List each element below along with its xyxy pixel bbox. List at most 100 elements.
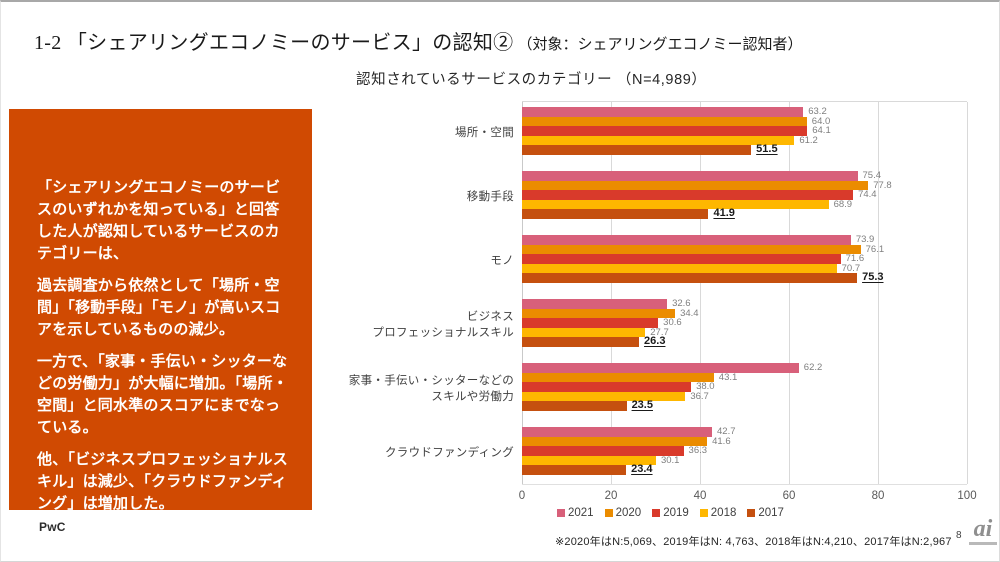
plot-area: 63.2 64.0 64.1 61.2 51.5 75.4 77.8 74.4 68.9 41.9… <box>522 101 968 485</box>
legend-label: 2017 <box>758 507 784 519</box>
category-label-line: 家事・手伝い・シッターなどの <box>348 375 514 387</box>
legend-label: 2018 <box>710 507 737 519</box>
chart-title: 認知されているサービスのカテゴリー （N=4,989） <box>356 72 707 88</box>
bar-value-label: 63.2 <box>808 106 827 117</box>
bar-value-label: 34.4 <box>680 307 699 319</box>
bar-2020 <box>522 116 807 126</box>
bar-value-label: 70.7 <box>841 262 861 274</box>
slide-title-target: （対象：シェアリングエコノミー認知者） <box>517 37 803 53</box>
axis-line <box>522 102 523 484</box>
x-tick-label: 20 <box>604 490 618 502</box>
bar-value-label: 74.4 <box>858 189 877 200</box>
category-label-line: 場所・空間 <box>455 127 514 139</box>
legend-label: 2021 <box>568 507 594 519</box>
bar-2017 <box>522 337 640 347</box>
category-axis: 場所・空間 移動手段 モノ ビジネス プロフェッショナルスキル 家事・手伝い・シッターなど… <box>331 101 514 485</box>
category-label: モノ <box>331 229 514 293</box>
ai-watermark-text: ai <box>973 516 993 542</box>
bar-2019 <box>522 126 808 136</box>
bar-2018 <box>522 263 837 273</box>
category-label: クラウドファンディング <box>331 421 514 485</box>
bar-group: 73.9 76.1 71.6 70.7 75.3 <box>522 230 967 294</box>
bar-2019 <box>522 318 659 328</box>
bar-value-label: 36.3 <box>688 445 708 456</box>
bar-value-label: 41.9 <box>713 207 735 219</box>
bar-2021 <box>522 107 804 117</box>
bar-value-label: 30.6 <box>663 317 682 328</box>
category-label-line: スキルや労働力 <box>431 391 514 403</box>
bar-2020 <box>522 180 869 190</box>
gridline <box>700 102 701 484</box>
bar-2017 <box>522 465 627 475</box>
bar-value-label: 64.1 <box>812 125 831 136</box>
bar-value-label: 51.5 <box>756 143 778 155</box>
page-number: 8 <box>956 530 962 541</box>
bar-2021 <box>522 235 851 245</box>
bar-value-label: 68.9 <box>833 198 853 210</box>
bar-2018 <box>522 391 686 401</box>
legend-swatch-icon <box>604 509 613 517</box>
legend-label: 2020 <box>615 507 642 519</box>
bar-value-label: 23.4 <box>631 463 653 475</box>
bar-group: 63.2 64.0 64.1 61.2 51.5 <box>522 102 967 166</box>
bar-value-label: 38.0 <box>696 381 715 392</box>
ai-watermark-logo: ai <box>969 517 997 545</box>
category-label-line: モノ <box>490 255 514 267</box>
commentary-paragraph: 「シェアリングエコノミーのサービスのいずれかを知っている」と回答した人が認知して… <box>37 179 281 262</box>
gridline <box>789 102 790 484</box>
bar-value-label: 23.5 <box>631 399 653 411</box>
bar-2021 <box>522 171 858 181</box>
bar-value-label: 61.2 <box>799 134 818 146</box>
bar-2021 <box>522 299 668 309</box>
x-axis: 0 20 40 60 80 100 <box>519 490 977 504</box>
bar-value-label: 75.3 <box>862 271 884 283</box>
bar-value-label: 75.4 <box>862 170 882 181</box>
category-label-line: 移動手段 <box>466 191 514 203</box>
category-label-line: プロフェッショナルスキル <box>372 327 514 339</box>
bar-2021 <box>522 427 712 437</box>
bar-value-label: 41.6 <box>712 435 731 447</box>
x-tick-label: 0 <box>518 490 526 502</box>
commentary-paragraph: 他、「ビジネスプロフェッショナルスキル」は減少、「クラウドファンディング」は増加… <box>37 451 288 512</box>
legend-label: 2019 <box>663 507 689 519</box>
bar-2017 <box>522 401 627 411</box>
gridline <box>967 102 968 484</box>
ai-watermark-subtext <box>969 542 997 545</box>
gridline <box>611 102 612 484</box>
legend-item-2019: 2019 <box>652 507 689 519</box>
chart-legend: 2021 2020 2019 2018 2017 <box>557 507 784 519</box>
bar-2017 <box>522 273 858 283</box>
bar-value-label: 71.6 <box>845 253 865 264</box>
legend-item-2020: 2020 <box>604 507 642 519</box>
bar-value-label: 30.1 <box>660 454 680 466</box>
legend-swatch-icon <box>747 509 756 517</box>
bar-2020 <box>522 436 708 446</box>
bar-value-label: 27.7 <box>650 326 669 338</box>
legend-swatch-icon <box>699 509 708 517</box>
bar-group: 75.4 77.8 74.4 68.9 41.9 <box>522 166 967 230</box>
bar-2020 <box>522 244 861 254</box>
bar-value-label: 32.6 <box>672 298 691 309</box>
x-tick-label: 80 <box>871 490 885 502</box>
x-tick-label: 60 <box>782 490 796 502</box>
bar-2020 <box>522 308 676 318</box>
bar-2019 <box>522 190 854 200</box>
bar-2019 <box>522 446 684 456</box>
commentary-paragraph: 一方で、「家事・手伝い・シッターなどの労働力」が大幅に増加。「場所・空間」と同水… <box>37 353 288 436</box>
bar-2018 <box>522 135 795 145</box>
bar-group: 62.2 43.1 38.0 36.7 23.5 <box>522 358 967 422</box>
bar-value-label: 73.9 <box>855 234 875 245</box>
legend-item-2018: 2018 <box>699 507 737 519</box>
category-label: 移動手段 <box>331 165 514 229</box>
bar-2018 <box>522 455 656 465</box>
bar-value-label: 62.2 <box>803 362 823 373</box>
gridline <box>878 102 879 484</box>
x-tick-label: 40 <box>693 490 707 502</box>
bar-2018 <box>522 199 829 209</box>
pwc-logo: PwC <box>39 520 66 534</box>
slide-title: 1-2 「シェアリングエコノミーのサービス」の認知② （対象：シェアリングエコノミ… <box>34 26 802 55</box>
commentary-box: 「シェアリングエコノミーのサービスのいずれかを知っている」と回答した人が認知して… <box>9 109 312 512</box>
bar-2019 <box>522 382 692 392</box>
bar-value-label: 43.1 <box>718 371 738 383</box>
bar-value-label: 42.7 <box>717 426 736 437</box>
